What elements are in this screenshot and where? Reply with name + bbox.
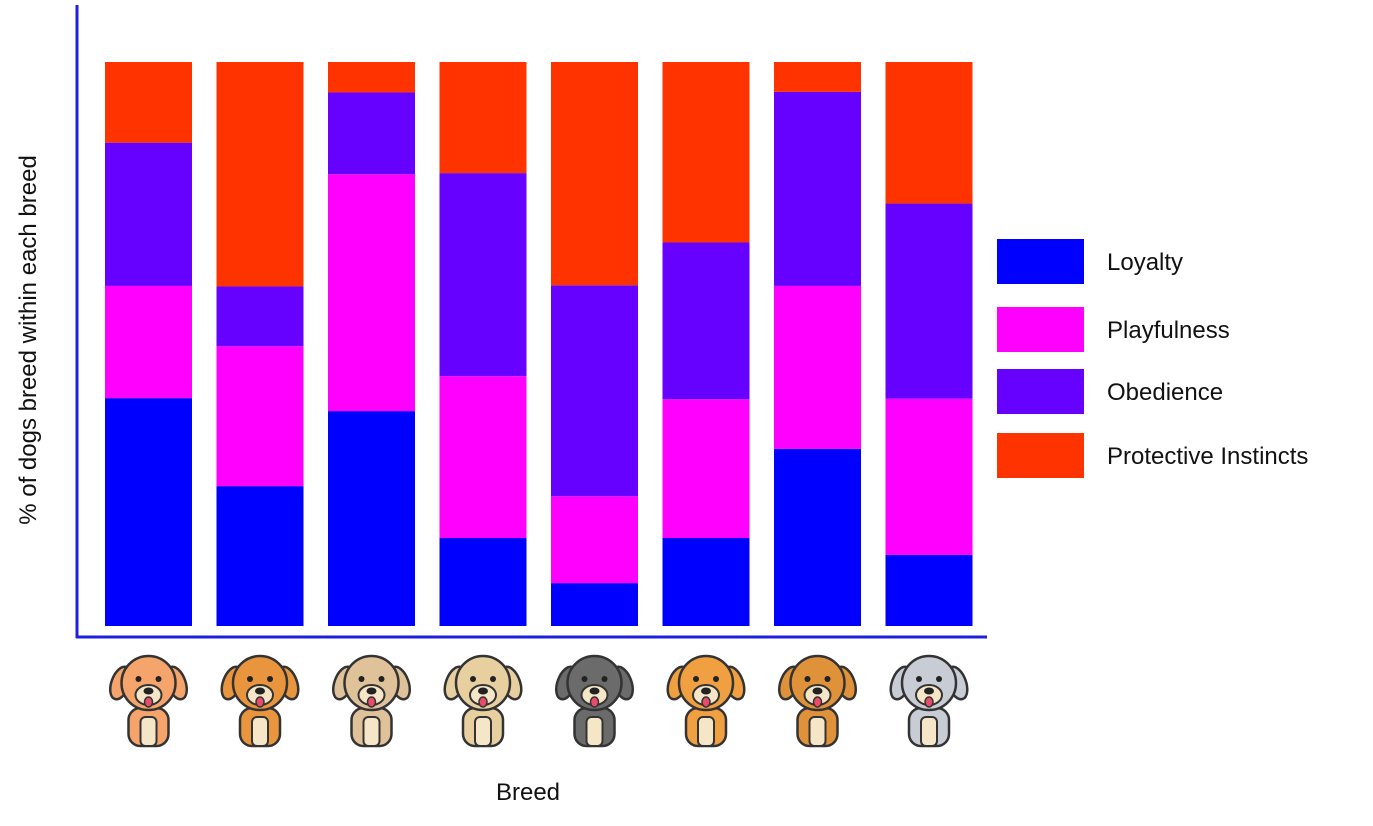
dog-icon bbox=[889, 654, 969, 748]
bar-loyalty-8 bbox=[885, 554, 973, 626]
legend-label: Protective Instincts bbox=[1107, 443, 1308, 470]
legend-label: Playfulness bbox=[1107, 317, 1230, 344]
bar-loyalty-5 bbox=[551, 583, 638, 626]
dog-icon bbox=[331, 654, 412, 748]
bar-protective-instincts-6 bbox=[662, 62, 750, 243]
dog-icon bbox=[220, 654, 300, 748]
bar-obedience-5 bbox=[551, 285, 638, 497]
y-axis-label: % of dogs breed within each breed bbox=[15, 155, 42, 525]
dog-icon bbox=[554, 654, 635, 748]
legend-swatch bbox=[997, 433, 1084, 478]
bar-loyalty-3 bbox=[328, 411, 415, 626]
bar-protective-instincts-3 bbox=[328, 62, 415, 93]
legend-label: Loyalty bbox=[1107, 249, 1183, 276]
bar-loyalty-4 bbox=[439, 538, 527, 626]
bar-playfulness-2 bbox=[216, 346, 304, 487]
bar-playfulness-7 bbox=[774, 285, 861, 449]
bar-playfulness-5 bbox=[551, 496, 638, 584]
bar-obedience-4 bbox=[439, 173, 527, 377]
bar-obedience-3 bbox=[328, 92, 415, 175]
bar-obedience-2 bbox=[216, 286, 304, 347]
bar-loyalty-7 bbox=[774, 448, 861, 626]
dog-icon bbox=[666, 654, 746, 748]
bar-loyalty-6 bbox=[662, 538, 750, 626]
bar-protective-instincts-5 bbox=[551, 62, 638, 286]
legend-swatch bbox=[997, 239, 1084, 284]
bar-obedience-8 bbox=[885, 203, 973, 399]
bar-protective-instincts-8 bbox=[885, 62, 973, 204]
bar-protective-instincts-1 bbox=[105, 62, 192, 143]
bar-playfulness-8 bbox=[885, 398, 973, 555]
bar-protective-instincts-4 bbox=[439, 62, 527, 174]
dog-icon bbox=[108, 654, 189, 748]
bar-obedience-1 bbox=[105, 142, 192, 286]
bars bbox=[105, 62, 973, 626]
legend-label: Obedience bbox=[1107, 379, 1223, 406]
bar-playfulness-3 bbox=[328, 174, 415, 412]
breed-icons bbox=[108, 654, 969, 748]
bar-loyalty-2 bbox=[216, 486, 304, 626]
bar-protective-instincts-2 bbox=[216, 62, 304, 287]
legend-swatch bbox=[997, 307, 1084, 352]
bar-protective-instincts-7 bbox=[774, 62, 861, 92]
bar-playfulness-6 bbox=[662, 399, 750, 539]
bar-playfulness-4 bbox=[439, 376, 527, 539]
dog-icon bbox=[443, 654, 523, 748]
x-axis-label: Breed bbox=[496, 779, 560, 806]
legend: Loyalty Playfulness Obedience Protective In… bbox=[997, 239, 1308, 478]
dog-icon bbox=[777, 654, 858, 748]
bar-playfulness-1 bbox=[105, 285, 192, 399]
bar-obedience-7 bbox=[774, 91, 861, 286]
legend-swatch bbox=[997, 369, 1084, 414]
bar-obedience-6 bbox=[662, 242, 750, 400]
bar-loyalty-1 bbox=[105, 398, 192, 626]
